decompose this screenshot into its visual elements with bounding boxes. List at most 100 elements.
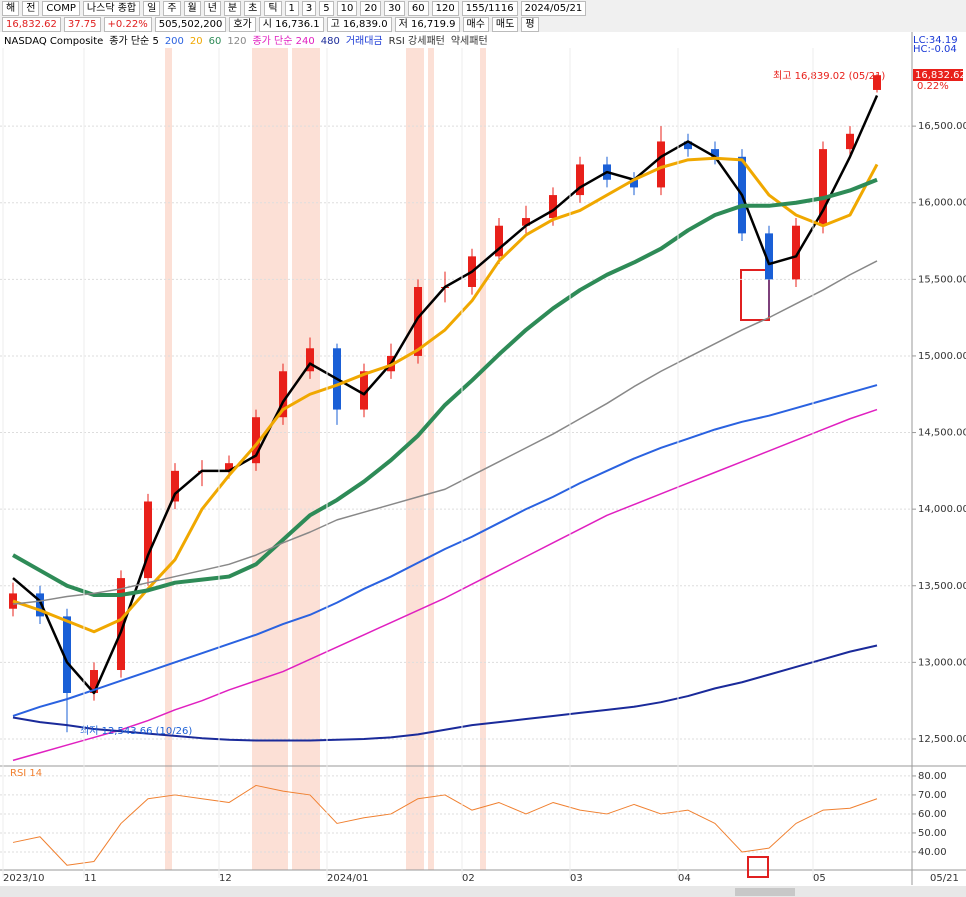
candle-body (576, 164, 584, 196)
candle-body (549, 195, 557, 219)
indicator-entry[interactable]: RSI 강세패턴 (389, 35, 445, 47)
indicator-entry[interactable]: 약세패턴 (451, 35, 488, 47)
candle-body (846, 133, 854, 150)
y-tick-label: 16,500.00 (918, 121, 966, 132)
candle-body (495, 225, 503, 257)
pattern-bands (165, 48, 486, 870)
legend-entry[interactable]: 120 (227, 36, 246, 47)
candle-body (792, 225, 800, 280)
y-tick-label: 80.00 (918, 771, 947, 782)
candle-body (90, 670, 98, 693)
pattern-band (406, 48, 424, 870)
line-series (12, 644, 878, 742)
toolbar-button[interactable]: 2024/05/21 (520, 0, 587, 16)
scrollbar[interactable] (0, 886, 966, 897)
toolbar-button[interactable]: 155/1116 (461, 0, 518, 16)
legend-entry[interactable]: 종가 단순 5 (109, 35, 159, 47)
candle-body (684, 141, 692, 150)
y-tick-label: 15,500.00 (918, 274, 966, 285)
quote-field: 16,832.62 (2, 16, 61, 32)
pattern-band (165, 48, 172, 870)
indicator-entry[interactable]: 거래대금 (346, 35, 383, 47)
candle-body (414, 287, 422, 356)
toolbar-button[interactable]: 년 (203, 0, 221, 16)
quote-field: 매도 (491, 16, 519, 32)
quote-field: 37.75 (63, 16, 101, 32)
line-series (12, 384, 878, 717)
toolbar-button[interactable]: 주 (163, 0, 181, 16)
toolbar-button[interactable]: COMP (42, 0, 80, 16)
candle-body (306, 348, 314, 372)
x-tick-label: 03 (570, 873, 583, 884)
toolbar-button[interactable]: 3 (301, 0, 317, 16)
candle-body (279, 371, 287, 418)
candle-body (819, 149, 827, 226)
highlight-box (747, 856, 769, 878)
x-tick-label: 11 (84, 873, 97, 884)
toolbar-button[interactable]: 나스닥 종합 (82, 0, 141, 16)
candle-body (144, 501, 152, 579)
toolbar-button[interactable]: 해 (2, 0, 20, 16)
legend-entry[interactable]: 60 (209, 36, 222, 47)
candle-body (63, 616, 71, 693)
legend-entry[interactable]: 480 (321, 36, 340, 47)
pattern-band (292, 48, 320, 870)
y-tick-label: 70.00 (918, 790, 947, 801)
toolbar-row: 해 전 COMP 나스닥 종합 일 주 월 년 분 초 틱 1 3 5 10 20 30 60 120 155/111… (0, 0, 966, 16)
x-tick-label: 02 (462, 873, 475, 884)
y-tick-label: 14,500.00 (918, 428, 966, 439)
line-series (12, 94, 879, 695)
legend-entry[interactable]: 200 (165, 36, 184, 47)
y-tick-label: 12,500.00 (918, 734, 966, 745)
quote-field: 505,502,200 (154, 16, 227, 32)
change-label: 0.22% (917, 81, 949, 92)
toolbar: 해 전 COMP 나스닥 종합 일 주 월 년 분 초 틱 1 3 5 10 20 30 60 120 155/111… (0, 0, 966, 33)
legend-entry[interactable]: 20 (190, 36, 203, 47)
line-series (12, 260, 878, 605)
quote-field: 호가 (229, 16, 256, 32)
candle-body (225, 463, 233, 471)
quote-field: 고 16,839.0 (326, 16, 392, 32)
quote-field: 저 16,719.9 (394, 16, 460, 32)
quote-field: +0.22% (103, 16, 152, 32)
date-end: 05/21 (930, 873, 959, 884)
candle-body (765, 233, 773, 280)
toolbar-button[interactable]: 10 (336, 0, 358, 16)
toolbar-button[interactable]: 5 (319, 0, 334, 16)
toolbar-button[interactable]: 전 (22, 0, 40, 16)
toolbar-button[interactable]: 틱 (264, 0, 282, 16)
y-tick-label: 50.00 (918, 828, 947, 839)
toolbar-button[interactable]: 일 (143, 0, 161, 16)
y-tick-label: 16,000.00 (918, 198, 966, 209)
toolbar-button[interactable]: 1 (284, 0, 299, 16)
line-series (12, 784, 878, 866)
quote-field: 평 (521, 16, 539, 32)
line-series (12, 408, 878, 762)
scroll-thumb[interactable] (735, 888, 795, 896)
pattern-band (480, 48, 486, 870)
quote-field: 시 16,736.1 (258, 16, 324, 32)
candle-body (117, 578, 125, 671)
toolbar-button[interactable]: 20 (360, 0, 382, 16)
toolbar-button[interactable]: 120 (431, 0, 459, 16)
y-tick-label: 13,000.00 (918, 657, 966, 668)
legend-entry[interactable]: 종가 단순 240 (252, 35, 314, 47)
toolbar-button[interactable]: 초 (244, 0, 262, 16)
candle-body (522, 218, 530, 226)
candle-body (657, 141, 665, 188)
candle-body (711, 149, 719, 157)
toolbar-button[interactable]: 30 (384, 0, 405, 16)
last-price-box (913, 69, 963, 81)
y-tick-label: 15,000.00 (918, 351, 966, 362)
candle-body (873, 75, 881, 90)
toolbar-button[interactable]: 월 (183, 0, 201, 16)
toolbar-button[interactable]: 60 (407, 0, 429, 16)
x-tick-label: 04 (678, 873, 691, 884)
y-tick-label: 60.00 (918, 809, 947, 820)
toolbar-button[interactable]: 분 (223, 0, 242, 16)
y-tick-label: 40.00 (918, 847, 947, 858)
x-tick-label: 2023/10 (3, 873, 45, 884)
side-label: LC:34.19 (913, 35, 958, 46)
